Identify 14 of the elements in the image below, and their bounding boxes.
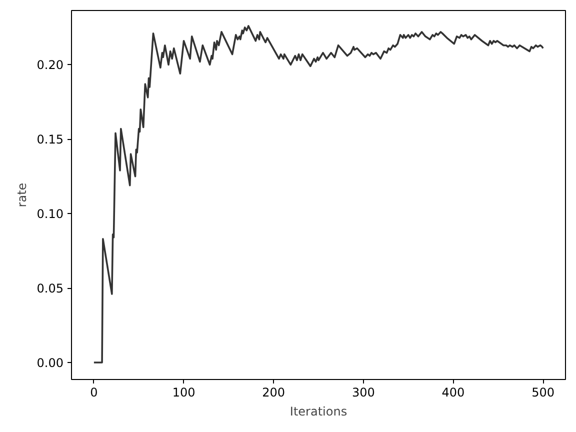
- y-tick-label: 0.10: [36, 207, 64, 222]
- x-tick-label: 0: [90, 386, 98, 400]
- y-tick-label: 0.15: [36, 132, 64, 147]
- x-tick-label: 400: [442, 386, 465, 400]
- x-tick-label: 200: [262, 386, 286, 400]
- x-tick-label: 500: [532, 386, 554, 400]
- x-tick-label: 300: [352, 386, 375, 400]
- line-series: [93, 25, 544, 364]
- y-tick-label: 0.05: [36, 282, 64, 296]
- x-axis-title: Iterations: [290, 404, 348, 418]
- y-axis-title: rate: [14, 182, 29, 208]
- x-tick-label: 100: [172, 386, 196, 400]
- y-tick-label: 0.20: [36, 58, 64, 72]
- y-tick-label: 0.00: [36, 356, 64, 370]
